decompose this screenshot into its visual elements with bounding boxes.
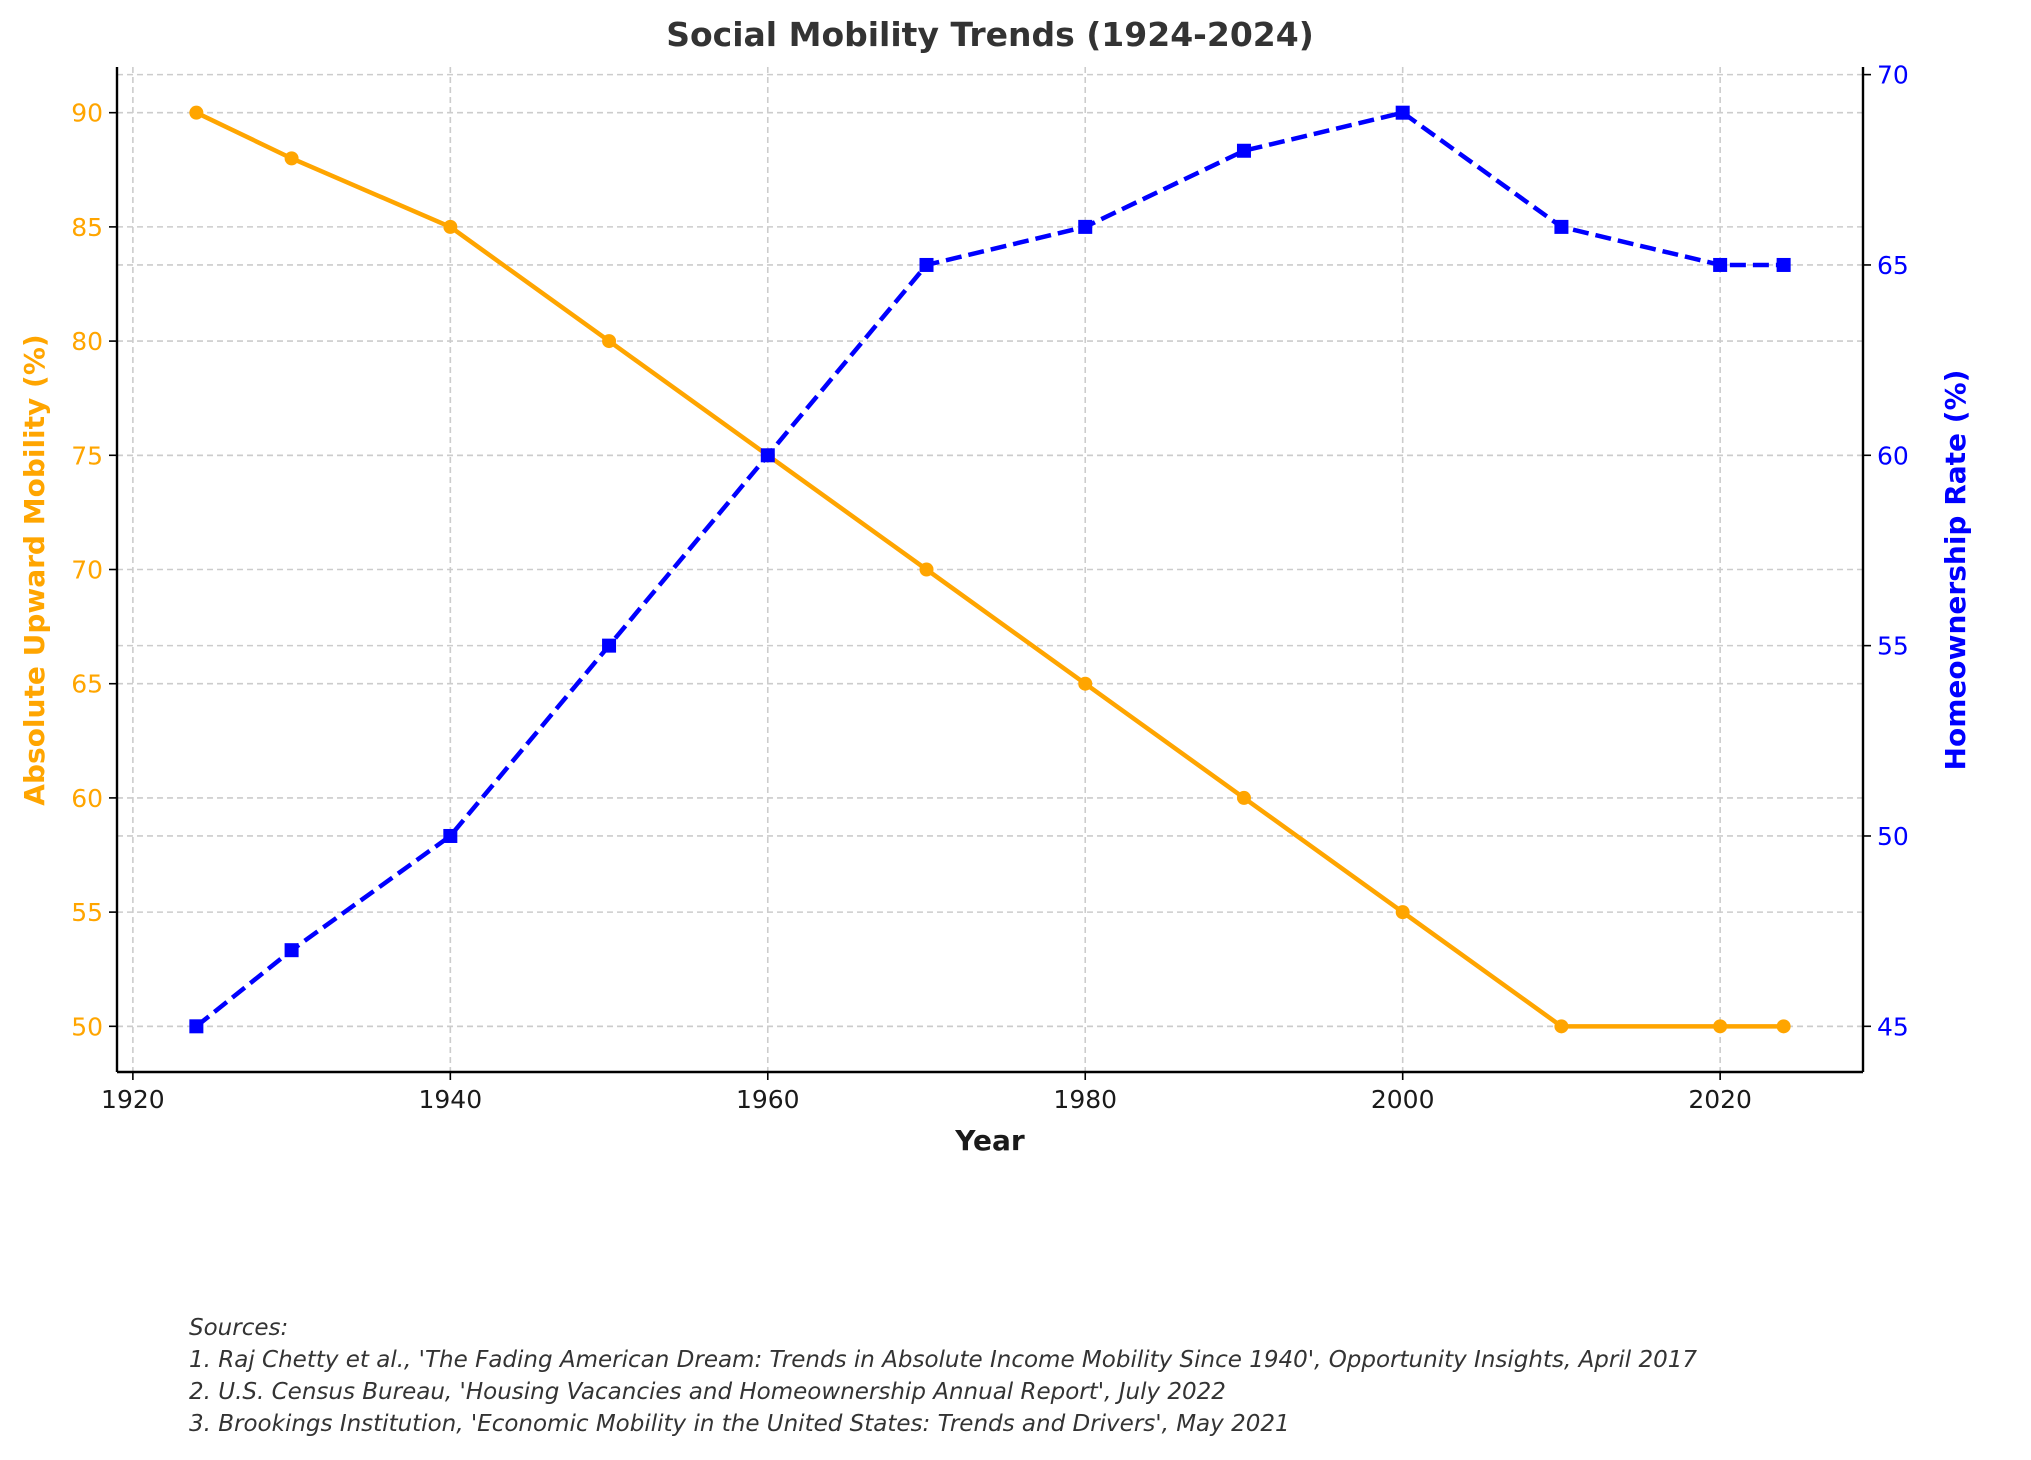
sources-line: 2. U.S. Census Bureau, 'Housing Vacancie… <box>189 1379 1226 1405</box>
mobility-point <box>1554 1019 1569 1034</box>
homeownership-line <box>194 110 1784 1029</box>
mobility-point <box>1078 676 1093 691</box>
x-tick-label: 1940 <box>419 1085 483 1114</box>
y-left-tick-label: 90 <box>71 99 103 128</box>
y-axis-right-label: Homeownership Rate (%) <box>1939 370 1972 771</box>
x-tick-label: 1920 <box>101 1085 165 1114</box>
mobility-point <box>189 105 204 120</box>
series-layer <box>189 105 1791 1034</box>
sources-note: Sources: 1. Raj Chetty et al., 'The Fadi… <box>189 1315 1697 1437</box>
grid <box>117 67 1863 1072</box>
sources-line: 1. Raj Chetty et al., 'The Fading Americ… <box>189 1347 1697 1373</box>
y-right-tick-label: 50 <box>1877 822 1909 851</box>
homeownership-point <box>760 448 775 463</box>
mobility-point <box>1776 1019 1791 1034</box>
homeownership-point <box>1554 219 1569 234</box>
x-tick-label: 1960 <box>736 1085 800 1114</box>
x-axis-label: Year <box>954 1124 1025 1157</box>
x-tick-label: 2000 <box>1371 1085 1435 1114</box>
homeownership-point <box>1236 143 1251 158</box>
sources-line: 3. Brookings Institution, 'Economic Mobi… <box>189 1411 1290 1437</box>
x-tick-label: 2020 <box>1688 1085 1752 1114</box>
mobility-point <box>1236 790 1251 805</box>
mobility-point <box>443 219 458 234</box>
chart-title: Social Mobility Trends (1924-2024) <box>666 15 1314 54</box>
mobility-point <box>1395 905 1410 920</box>
homeownership-point <box>1395 105 1410 120</box>
sources-line: Sources: <box>189 1315 288 1341</box>
y-left-tick-label: 60 <box>71 784 103 813</box>
y-right-tick-label: 65 <box>1877 251 1909 280</box>
y-right-tick-label: 70 <box>1877 61 1909 90</box>
y-axis-left-label: Absolute Upward Mobility (%) <box>18 334 51 805</box>
y-right-tick-label: 60 <box>1877 441 1909 470</box>
homeownership-point <box>1776 257 1791 272</box>
y-left-tick-label: 65 <box>71 670 103 699</box>
mobility-point <box>919 562 934 577</box>
homeownership-point <box>443 828 458 843</box>
homeownership-point <box>602 638 617 653</box>
x-tick-label: 1980 <box>1053 1085 1117 1114</box>
y-left-tick-label: 85 <box>71 213 103 242</box>
axes: 1920 1940 1960 1980 2000 2020 50 55 60 65 70 75 80 85… <box>71 61 1909 1114</box>
mobility-point <box>1713 1019 1728 1034</box>
mobility-point <box>284 151 299 166</box>
y-left-tick-label: 70 <box>71 556 103 585</box>
y-right-tick-label: 45 <box>1877 1012 1909 1041</box>
mobility-line <box>195 110 1784 1029</box>
mobility-point <box>602 334 617 349</box>
y-right-tick-label: 55 <box>1877 632 1909 661</box>
y-left-tick-label: 50 <box>71 1012 103 1041</box>
y-left-tick-label: 80 <box>71 327 103 356</box>
y-left-tick-label: 55 <box>71 898 103 927</box>
homeownership-point <box>919 257 934 272</box>
homeownership-point <box>284 943 299 958</box>
homeownership-point <box>1078 219 1093 234</box>
y-left-tick-label: 75 <box>71 441 103 470</box>
homeownership-point <box>1713 257 1728 272</box>
homeownership-point <box>189 1019 204 1034</box>
